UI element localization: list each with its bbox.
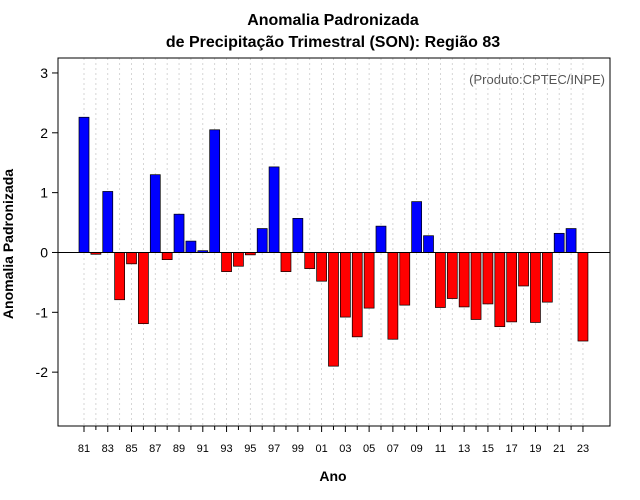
bar-1993 [221, 252, 232, 272]
bar-2022 [565, 228, 577, 253]
y-tick-label: 0 [40, 244, 48, 260]
bar-1999 [292, 218, 304, 253]
bar-1998 [280, 252, 292, 272]
bar-2006 [375, 225, 387, 253]
x-axis: 81 83 85 87 89 91 93 95 97 99 01 03 05 07 09 11 13 15 17 19… [78, 426, 589, 455]
x-tick-label: 97 [268, 443, 280, 455]
bar-2005 [363, 252, 375, 309]
credit-label: (Produto:CPTEC/INPE) [469, 72, 605, 87]
plot-frame [57, 57, 611, 427]
x-tick-label: 11 [435, 443, 446, 455]
bar-1981 [78, 116, 90, 253]
bar-2001 [316, 252, 327, 282]
bar-2021 [553, 232, 565, 253]
chart-title-line1: Anomalia Padronizada [247, 12, 419, 29]
grid-layer [83, 58, 584, 426]
x-tick-label: 85 [125, 443, 137, 455]
bar-1983 [102, 191, 114, 253]
bar-1987 [149, 174, 161, 253]
bar-2000 [304, 252, 316, 269]
bar-1986 [138, 252, 149, 325]
x-tick-label: 83 [102, 443, 114, 455]
x-tick-label: 15 [482, 443, 494, 455]
x-tick-label: 07 [387, 443, 399, 455]
x-tick-label: 21 [553, 443, 565, 455]
bar-2003 [340, 252, 351, 318]
y-tick-label: 2 [40, 125, 48, 141]
y-axis-title: Anomalia Padronizada [0, 169, 16, 319]
x-axis-title: Ano [319, 468, 346, 484]
bar-2019 [530, 252, 541, 323]
bar-2023 [577, 252, 589, 342]
bar-2017 [506, 252, 518, 323]
bar-1988 [161, 252, 173, 261]
y-tick-label: 1 [40, 185, 48, 201]
bar-2004 [351, 252, 363, 338]
x-tick-label: 89 [173, 443, 185, 455]
x-tick-label: 93 [220, 443, 232, 455]
x-tick-label: 23 [577, 443, 589, 455]
x-tick-label: 99 [292, 443, 304, 455]
bar-2020 [541, 252, 553, 303]
x-tick-label: 01 [315, 443, 327, 455]
x-tick-label: 03 [339, 443, 351, 455]
bar-1989 [173, 213, 185, 253]
bar-2016 [494, 252, 506, 328]
bar-2012 [446, 252, 458, 299]
bar-2014 [470, 252, 482, 320]
x-tick-label: 17 [506, 443, 518, 455]
x-tick-label: 09 [411, 443, 423, 455]
x-tick-label: 13 [458, 443, 470, 455]
bar-1985 [126, 252, 137, 265]
bar-2010 [423, 235, 434, 253]
y-tick-label: -1 [36, 304, 49, 320]
chart-title-line2: de Precipitação Trimestral (SON): Região… [166, 34, 500, 51]
bar-2007 [387, 252, 399, 340]
bar-2002 [328, 252, 339, 367]
bar-2018 [518, 252, 529, 287]
y-tick-label: 3 [40, 65, 48, 81]
bar-2009 [411, 201, 422, 253]
x-tick-label: 91 [197, 443, 209, 455]
bar-2008 [399, 252, 411, 306]
bars-layer [78, 116, 589, 367]
y-tick-label: -2 [36, 364, 49, 380]
bar-2013 [458, 252, 470, 308]
bar-1997 [268, 166, 280, 253]
bar-1992 [209, 129, 221, 253]
bar-2011 [435, 252, 446, 308]
x-tick-label: 19 [529, 443, 541, 455]
x-tick-label: 95 [244, 443, 256, 455]
x-tick-label: 05 [363, 443, 375, 455]
x-tick-label: 87 [149, 443, 161, 455]
y-axis: -2 -1 0 1 2 3 [36, 65, 58, 380]
x-tick-label: 81 [78, 443, 90, 455]
bar-1990 [185, 240, 197, 253]
bar-2015 [482, 252, 494, 305]
bar-1994 [233, 252, 244, 267]
bar-1984 [114, 252, 125, 301]
bar-1996 [256, 228, 268, 253]
